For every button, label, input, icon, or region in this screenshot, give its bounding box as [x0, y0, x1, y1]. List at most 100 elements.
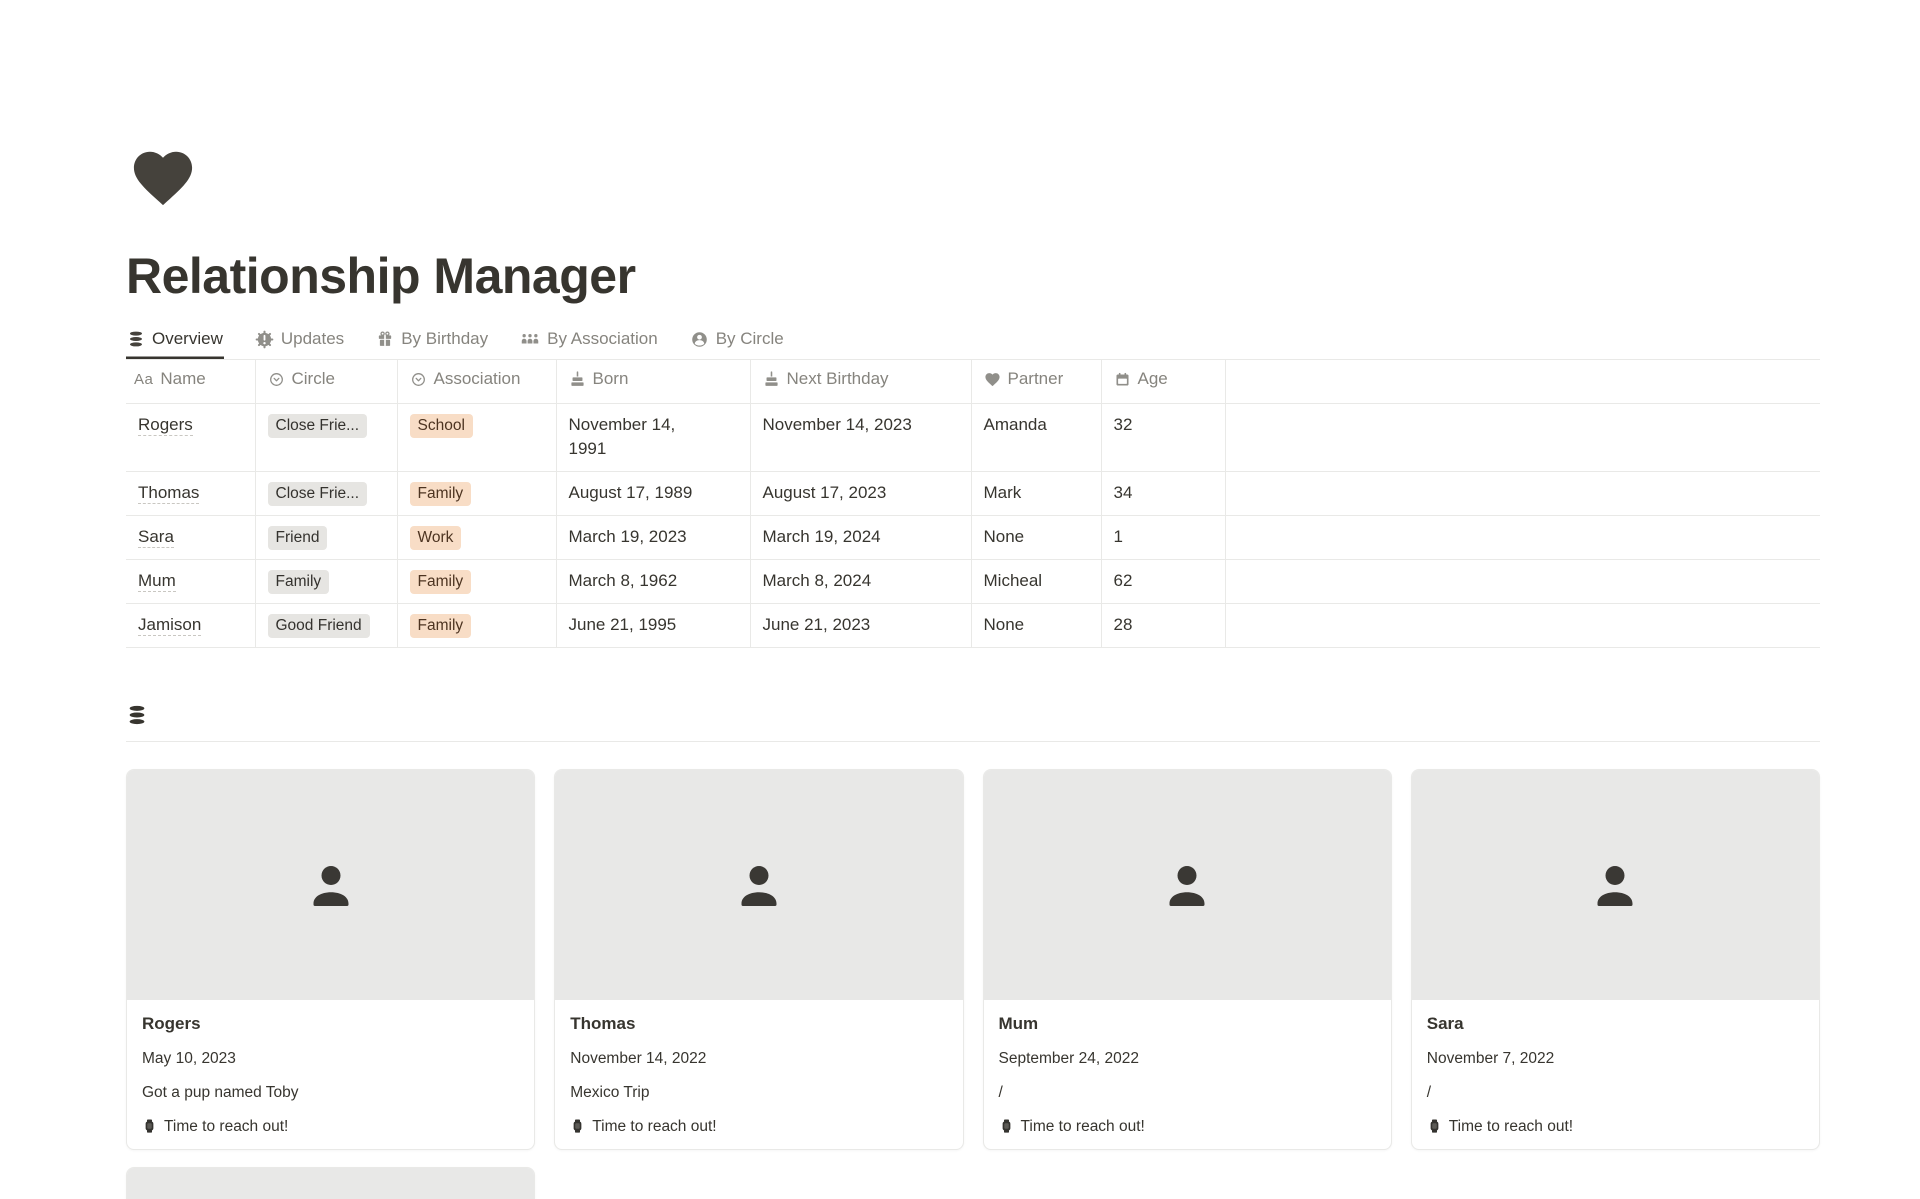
select-property-icon — [269, 372, 283, 386]
cell-born[interactable]: November 14, 1991 — [556, 403, 751, 472]
gallery-card[interactable]: Sara November 7, 2022 / Time to reach ou… — [1410, 768, 1820, 1150]
people-table: Aa Name Circle — [126, 360, 1820, 648]
tag: Work — [409, 525, 462, 550]
tab-by-birthday[interactable]: By Birthday — [375, 323, 489, 359]
cell-circle[interactable]: Good Friend — [255, 603, 398, 648]
birthday-cake-icon — [570, 370, 584, 386]
tab-label: By Association — [547, 329, 658, 348]
page-title[interactable]: Relationship Manager — [126, 248, 636, 304]
cell-name[interactable]: Rogers — [126, 403, 256, 472]
database-icon — [127, 330, 145, 348]
table-row: Rogers Close Frie... School November 14,… — [126, 403, 1820, 472]
tab-overview[interactable]: Overview — [126, 323, 224, 359]
cell-name[interactable]: Thomas — [126, 471, 256, 516]
cell-name[interactable]: Mum — [126, 559, 256, 604]
database-icon — [129, 705, 145, 724]
tab-label: By Birthday — [401, 329, 489, 348]
gallery-card[interactable]: Rogers May 10, 2023 Got a pup named Toby… — [126, 768, 536, 1150]
cell-age[interactable]: 1 — [1101, 515, 1226, 560]
cell-next-birthday[interactable]: March 8, 2024 — [750, 559, 972, 604]
cell-partner[interactable]: Mark — [971, 471, 1102, 516]
tab-updates[interactable]: Updates — [254, 323, 345, 359]
cell-born[interactable]: March 19, 2023 — [556, 515, 751, 560]
cell-association[interactable]: School — [397, 403, 557, 472]
cell-association[interactable]: Family — [397, 603, 557, 648]
card-date: September 24, 2022 — [998, 1049, 1139, 1067]
cell-partner[interactable]: Amanda — [971, 403, 1102, 472]
tag: Friend — [267, 525, 328, 550]
column-header-next-birthday[interactable]: Next Birthday — [750, 360, 972, 404]
card-image-placeholder — [983, 769, 1391, 1000]
card-date: May 10, 2023 — [142, 1049, 236, 1067]
cell-partner[interactable]: None — [971, 603, 1102, 648]
cell-circle[interactable]: Friend — [255, 515, 398, 560]
tab-label: Updates — [280, 329, 345, 348]
cell-born[interactable]: June 21, 1995 — [556, 603, 751, 648]
tab-by-association[interactable]: By Association — [519, 323, 659, 359]
cell-next-birthday[interactable]: June 21, 2023 — [750, 603, 972, 648]
view-tabs: Overview — [126, 323, 1820, 360]
column-header-association[interactable]: Association — [397, 360, 557, 404]
person-circle-icon — [690, 330, 709, 349]
card-date: November 7, 2022 — [1426, 1049, 1555, 1067]
column-header-born[interactable]: Born — [556, 360, 751, 404]
cell-born[interactable]: August 17, 1989 — [556, 471, 751, 516]
cell-name[interactable]: Jamison — [126, 603, 256, 648]
cell-age[interactable]: 62 — [1101, 559, 1226, 604]
column-header-age[interactable]: Age — [1101, 360, 1226, 404]
card-status: Time to reach out! — [570, 1116, 947, 1137]
card-note: / — [998, 1083, 1003, 1101]
table-header-row: Aa Name Circle — [126, 360, 1820, 404]
gallery-card[interactable]: Thomas November 14, 2022 Mexico Trip Tim… — [554, 768, 964, 1150]
gallery-grid: Rogers May 10, 2023 Got a pup named Toby… — [126, 768, 1820, 1199]
person-icon — [741, 865, 777, 906]
cell-next-birthday[interactable]: March 19, 2024 — [750, 515, 972, 560]
cell-next-birthday[interactable]: November 14, 2023 — [750, 403, 972, 472]
card-image-placeholder — [555, 769, 963, 1000]
cell-circle[interactable]: Close Frie... — [255, 471, 398, 516]
column-header-circle[interactable]: Circle — [255, 360, 398, 404]
cell-name[interactable]: Sara — [126, 515, 256, 560]
gift-icon — [376, 330, 394, 348]
table-filler — [1225, 360, 1820, 404]
gear-alert-icon — [255, 330, 274, 349]
tag: Close Frie... — [267, 413, 368, 438]
page-icon-heart[interactable] — [126, 143, 200, 207]
card-date: November 14, 2022 — [570, 1049, 707, 1067]
card-name: Thomas — [570, 1013, 636, 1033]
card-status: Time to reach out! — [1427, 1116, 1804, 1137]
cell-circle[interactable]: Close Frie... — [255, 403, 398, 472]
calendar-icon — [1115, 372, 1129, 386]
gallery-section-header[interactable] — [126, 704, 1820, 726]
person-icon — [1169, 865, 1205, 906]
cell-born[interactable]: March 8, 1962 — [556, 559, 751, 604]
card-status: Time to reach out! — [142, 1116, 519, 1137]
cell-association[interactable]: Family — [397, 471, 557, 516]
cell-partner[interactable]: Micheal — [971, 559, 1102, 604]
gallery-card[interactable]: Mum September 24, 2022 / Time to reach o… — [982, 768, 1392, 1150]
select-property-icon — [411, 372, 425, 386]
watch-icon — [573, 1119, 582, 1133]
birthday-cake-icon — [764, 370, 778, 386]
card-note: / — [1426, 1083, 1432, 1101]
watch-icon — [145, 1119, 154, 1133]
table-row: Mum Family Family March 8, 1962 March 8,… — [126, 559, 1820, 604]
table-row: Thomas Close Frie... Family August 17, 1… — [126, 471, 1820, 516]
cell-association[interactable]: Work — [397, 515, 557, 560]
people-group-icon — [520, 330, 540, 348]
card-image-placeholder — [127, 1167, 535, 1199]
column-header-partner[interactable]: Partner — [971, 360, 1102, 404]
cell-age[interactable]: 28 — [1101, 603, 1226, 648]
cell-age[interactable]: 34 — [1101, 471, 1226, 516]
person-icon — [313, 865, 349, 906]
divider — [126, 740, 1820, 742]
cell-next-birthday[interactable]: August 17, 2023 — [750, 471, 972, 516]
card-status: Time to reach out! — [999, 1116, 1376, 1137]
cell-partner[interactable]: None — [971, 515, 1102, 560]
tab-by-circle[interactable]: By Circle — [689, 323, 785, 359]
cell-circle[interactable]: Family — [255, 559, 398, 604]
cell-age[interactable]: 32 — [1101, 403, 1226, 472]
gallery-card-partial[interactable] — [126, 1166, 536, 1199]
cell-association[interactable]: Family — [397, 559, 557, 604]
column-header-name[interactable]: Aa Name — [126, 360, 256, 404]
